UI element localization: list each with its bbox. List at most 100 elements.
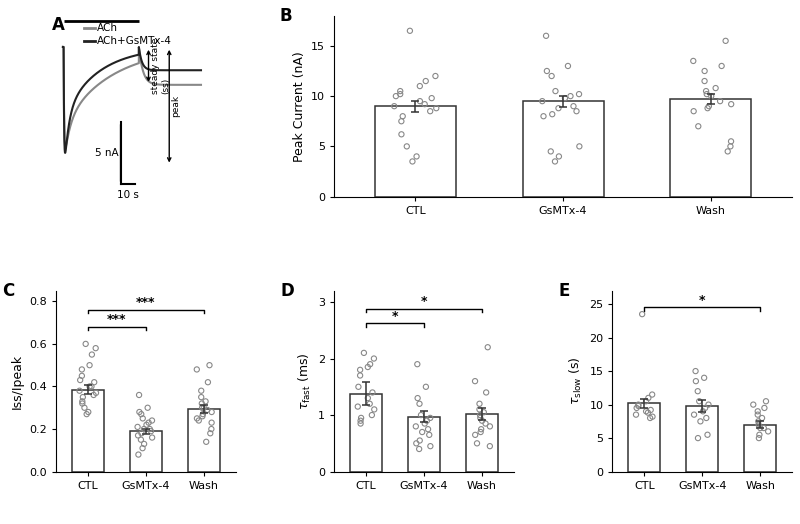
Point xyxy=(724,142,737,150)
Point xyxy=(416,428,429,436)
Text: ACh: ACh xyxy=(97,23,118,33)
Text: C: C xyxy=(2,282,14,300)
Point xyxy=(352,383,365,391)
Y-axis label: $\tau_{\mathregular{slow}}$ (s): $\tau_{\mathregular{slow}}$ (s) xyxy=(568,357,584,406)
Point xyxy=(640,407,653,416)
Point xyxy=(422,425,434,433)
Point xyxy=(558,94,571,102)
Point xyxy=(192,417,205,425)
Point xyxy=(424,414,437,422)
Point xyxy=(75,365,88,374)
Point xyxy=(396,112,409,121)
Point xyxy=(537,112,550,121)
Point xyxy=(426,94,438,102)
Point xyxy=(476,417,489,425)
Bar xyxy=(744,424,776,472)
Point xyxy=(74,376,86,384)
Point xyxy=(698,77,711,85)
Bar xyxy=(670,99,751,196)
Point xyxy=(546,110,558,118)
Point xyxy=(83,361,96,369)
Point xyxy=(198,403,210,412)
Point xyxy=(394,90,406,99)
Point xyxy=(411,394,424,402)
Point xyxy=(700,414,713,422)
Bar xyxy=(375,106,456,196)
Point xyxy=(394,87,406,95)
Point xyxy=(549,157,562,166)
Point xyxy=(754,424,766,432)
Text: ***: *** xyxy=(107,313,126,326)
Point xyxy=(640,397,653,406)
Point xyxy=(354,414,367,422)
Point xyxy=(632,402,645,410)
Point xyxy=(146,417,158,425)
Point xyxy=(195,387,208,395)
Point xyxy=(564,92,577,100)
Point xyxy=(700,87,713,95)
Point xyxy=(483,442,496,450)
Point xyxy=(688,410,701,419)
Point xyxy=(86,351,98,359)
Point xyxy=(354,372,366,380)
Bar xyxy=(350,394,382,472)
Point xyxy=(751,407,764,416)
Point xyxy=(78,403,91,412)
Point xyxy=(573,142,586,150)
Point xyxy=(424,442,437,450)
Point xyxy=(76,397,89,406)
Point xyxy=(710,84,722,92)
Point xyxy=(473,400,486,408)
Point xyxy=(541,67,554,75)
Text: E: E xyxy=(558,282,570,300)
Point xyxy=(756,414,769,422)
Point xyxy=(75,372,88,380)
Point xyxy=(133,408,146,416)
Point xyxy=(414,82,426,90)
Text: *: * xyxy=(392,310,398,323)
Bar xyxy=(72,390,104,472)
Point xyxy=(414,436,426,445)
Point xyxy=(698,374,710,382)
Point xyxy=(201,406,214,414)
Point xyxy=(79,340,92,348)
Point xyxy=(82,408,94,416)
Point xyxy=(135,429,148,438)
Point xyxy=(702,400,715,409)
Point xyxy=(701,431,714,439)
Text: D: D xyxy=(280,282,294,300)
Point xyxy=(138,440,150,448)
Point xyxy=(413,445,426,453)
Point xyxy=(80,410,93,418)
Point xyxy=(687,107,700,115)
Point xyxy=(691,387,704,396)
Point xyxy=(367,354,380,363)
Point xyxy=(142,403,154,412)
Point xyxy=(549,87,562,95)
Point xyxy=(690,377,702,385)
Point xyxy=(705,92,718,100)
Point xyxy=(474,428,487,436)
Point xyxy=(536,97,549,105)
Point xyxy=(354,417,367,425)
Point xyxy=(196,403,209,412)
Point xyxy=(752,417,765,425)
Point xyxy=(470,439,483,447)
Point xyxy=(630,410,642,419)
Point xyxy=(410,422,422,431)
Bar xyxy=(522,101,604,196)
Point xyxy=(474,414,486,422)
Point xyxy=(692,122,705,130)
Bar xyxy=(686,406,718,472)
Point xyxy=(146,433,158,442)
Point xyxy=(414,411,427,419)
Point xyxy=(636,310,649,319)
Point xyxy=(747,400,760,409)
Point xyxy=(366,411,378,419)
Text: 10 s: 10 s xyxy=(117,190,138,200)
Point xyxy=(418,100,431,108)
Point xyxy=(196,412,209,420)
Point xyxy=(424,107,437,115)
Point xyxy=(642,408,654,417)
Point xyxy=(546,72,558,80)
